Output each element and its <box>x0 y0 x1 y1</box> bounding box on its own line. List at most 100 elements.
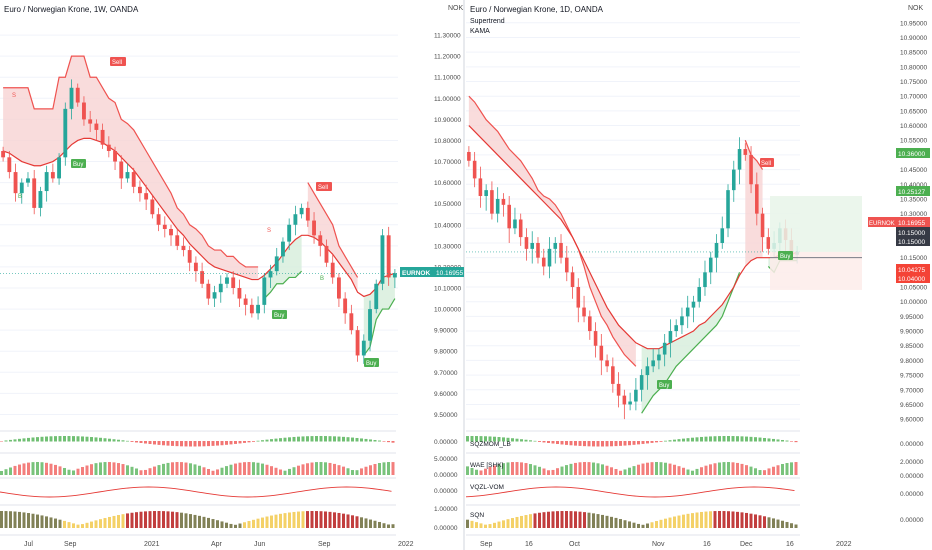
candle-body <box>75 87 80 103</box>
candle-body <box>88 119 93 124</box>
wae-bar <box>583 462 586 475</box>
left-last-price-tag: EURNOK 10.16955 <box>400 267 464 277</box>
sqn-bar <box>301 511 305 528</box>
right-osc-tick-2: 2.00000 <box>900 459 924 466</box>
sqz-bar <box>355 437 359 442</box>
sqn-bar <box>148 511 152 528</box>
sqz-bar <box>479 436 483 442</box>
sqz-bar <box>40 436 44 442</box>
right-price-axis: 10.95000 10.90000 10.85000 10.80000 10.75000… <box>900 20 927 423</box>
sqz-bar <box>337 436 341 442</box>
wae-bar <box>58 466 62 475</box>
candle-body <box>312 220 316 236</box>
y-tick-label: 10.70000 <box>900 94 927 101</box>
sqz-bar <box>148 441 152 445</box>
wae-bar <box>373 463 377 475</box>
sqn-bar <box>596 514 600 528</box>
sqn-bar <box>785 521 789 528</box>
sqz-bar <box>369 439 372 442</box>
left-last-price-value: 10.16955 <box>436 270 463 277</box>
sqn-bar <box>772 518 775 528</box>
sqz-bar <box>171 441 174 446</box>
right-osc-tick-4: 0.00000 <box>900 491 924 498</box>
osc-label-sqzmom: SQZMOM_LB <box>470 441 511 448</box>
sqn-bar <box>351 515 354 528</box>
candle-body <box>703 272 707 288</box>
sqn-bar <box>475 522 478 528</box>
left-price-pane[interactable] <box>0 55 398 364</box>
wae-bar <box>767 468 771 475</box>
wae-bar <box>619 470 622 475</box>
sqz-bar <box>565 441 568 445</box>
right-price-pane[interactable] <box>466 95 862 420</box>
sqn-bar <box>256 518 260 528</box>
candle-body <box>697 287 702 302</box>
candle-body <box>361 340 366 356</box>
left-last-price-label: EURNOK <box>402 270 430 277</box>
sqn-bar <box>369 519 372 528</box>
sqn-bar <box>288 512 291 528</box>
sqn-bar <box>790 523 793 528</box>
sqn-bar <box>587 512 591 528</box>
sqz-bar <box>736 436 739 442</box>
sqn-bar <box>36 514 39 528</box>
right-oscillator-panes[interactable] <box>465 430 800 536</box>
svg-text:Buy: Buy <box>274 313 284 319</box>
sqn-bar <box>310 511 314 528</box>
y-tick-label: 10.65000 <box>900 108 927 115</box>
sqz-bar <box>781 439 784 442</box>
candle-body <box>299 207 304 215</box>
wae-bar <box>493 465 496 475</box>
sqz-bar <box>301 436 305 442</box>
wae-bar <box>112 462 116 475</box>
right-x-tick-8: 2022 <box>836 541 852 548</box>
right-buy-signal-2: Buy <box>778 251 793 260</box>
sqz-bar <box>659 441 663 442</box>
wae-bar <box>67 469 71 475</box>
candle-body <box>44 172 49 192</box>
wae-bar <box>772 466 775 475</box>
right-tag-upper: 10.25127 <box>898 189 925 196</box>
sqn-bar <box>166 511 170 528</box>
candle-body <box>13 172 18 194</box>
sqz-bar <box>587 441 591 447</box>
sqn-bar <box>72 523 75 528</box>
left-title: Euro / Norwegian Krone, 1W, OANDA <box>4 5 139 14</box>
y-tick-label: 9.65000 <box>900 402 924 409</box>
right-title: Euro / Norwegian Krone, 1D, OANDA <box>470 5 604 14</box>
sqz-bar <box>162 441 165 446</box>
wae-bar <box>511 462 514 475</box>
wae-bar <box>560 466 564 475</box>
candle-body <box>212 292 217 299</box>
right-sell-signal: Sell <box>760 158 774 167</box>
candle-body <box>628 401 632 405</box>
sqn-bar <box>175 512 179 528</box>
right-indicator-kama: KAMA <box>470 28 490 35</box>
wae-bar <box>502 463 505 475</box>
candle-body <box>231 277 236 288</box>
y-tick-label: 10.35000 <box>900 196 927 203</box>
sqz-bar <box>506 437 510 442</box>
sqn-bar <box>382 523 386 528</box>
sqn-bar <box>31 513 35 528</box>
sqn-bar <box>515 516 519 528</box>
candle-body <box>634 389 638 402</box>
sqz-bar <box>655 441 658 443</box>
y-tick-label: 11.00000 <box>434 96 461 103</box>
candle-body <box>150 199 155 215</box>
sqz-bar <box>718 436 721 442</box>
y-tick-label: 10.55000 <box>900 138 927 145</box>
right-indicator-supertrend: Supertrend <box>470 18 505 25</box>
left-oscillator-panes[interactable] <box>0 430 396 536</box>
wae-bar <box>85 465 89 475</box>
sqn-bar <box>763 516 766 528</box>
candle-body <box>57 157 62 179</box>
wae-bar <box>790 462 793 475</box>
wae-bar <box>587 462 591 475</box>
sqn-bar <box>673 516 676 528</box>
wae-bar <box>166 462 170 475</box>
sqn-bar <box>324 511 327 528</box>
sqn-bar <box>234 524 237 528</box>
